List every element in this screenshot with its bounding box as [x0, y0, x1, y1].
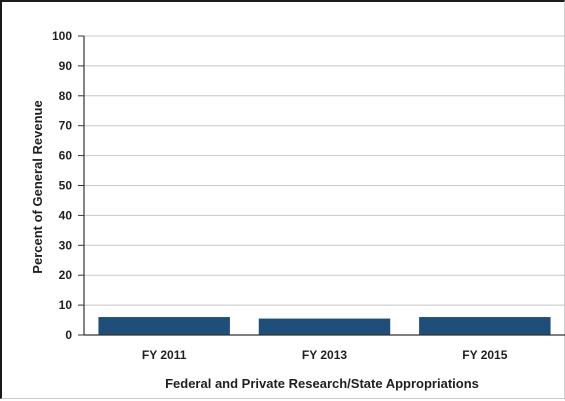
x-tick-label: FY 2015: [462, 348, 507, 362]
bar: [98, 317, 230, 335]
y-tick-label: 70: [59, 119, 73, 133]
bar: [258, 318, 391, 335]
y-tick-label: 20: [59, 268, 73, 282]
gridlines: [78, 35, 565, 336]
bars: [98, 317, 551, 335]
axes: [83, 36, 565, 336]
x-tick-label: FY 2011: [142, 348, 187, 362]
x-axis-title: Federal and Private Research/State Appro…: [165, 376, 479, 391]
y-tick-label: 10: [59, 298, 73, 312]
bar: [419, 317, 551, 335]
y-tick-label: 0: [65, 328, 72, 342]
y-tick-label: 50: [59, 179, 73, 193]
y-tick-labels: 0 10 20 30 40 50 60 70 80 90 100: [52, 29, 72, 342]
x-tick-labels: FY 2011 FY 2013 FY 2015: [142, 348, 508, 362]
y-tick-label: 100: [52, 29, 72, 43]
y-tick-label: 40: [59, 208, 73, 222]
y-tick-label: 80: [59, 89, 73, 103]
x-tick-label: FY 2013: [302, 348, 347, 362]
y-tick-label: 60: [59, 149, 73, 163]
y-tick-label: 30: [59, 238, 73, 252]
y-tick-label: 90: [59, 59, 73, 73]
y-axis-title: Percent of General Revenue: [30, 100, 45, 273]
